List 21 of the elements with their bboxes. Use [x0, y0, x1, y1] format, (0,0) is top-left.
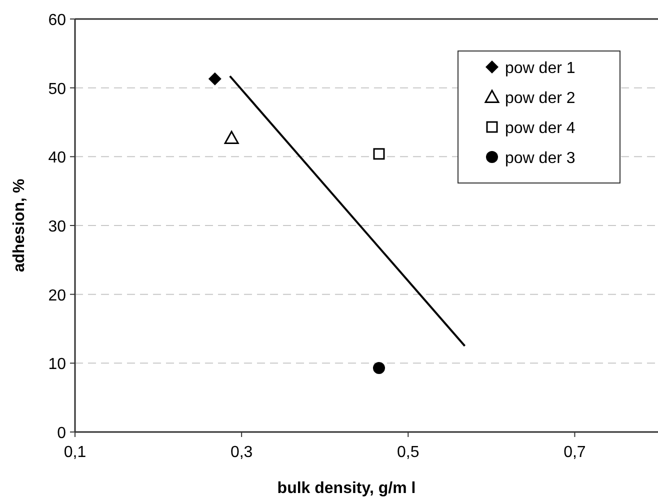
y-axis-title: adhesion, % — [11, 178, 28, 272]
y-tick-label: 20 — [48, 287, 66, 304]
y-tick-label: 0 — [57, 425, 66, 442]
y-tick-label: 10 — [48, 356, 66, 374]
y-tick-label: 50 — [48, 80, 66, 98]
x-tick-label: 0,5 — [397, 444, 420, 461]
x-axis-title: bulk density, g/m l — [277, 480, 416, 497]
y-tick-label: 40 — [48, 150, 66, 167]
y-tick-label: 60 — [48, 12, 66, 29]
y-tick-label: 30 — [48, 218, 66, 236]
legend-label: pow der 4 — [505, 120, 576, 137]
point — [208, 72, 222, 86]
point — [373, 148, 385, 160]
legend-label: pow der 3 — [505, 150, 576, 167]
legend-label: pow der 1 — [505, 60, 576, 77]
legend-label: pow der 2 — [505, 90, 576, 107]
point — [224, 130, 239, 144]
x-tick-label: 0,7 — [564, 444, 586, 461]
point — [372, 362, 385, 374]
x-tick-label: 0,3 — [230, 444, 253, 461]
x-tick-label: 0,1 — [64, 444, 86, 461]
